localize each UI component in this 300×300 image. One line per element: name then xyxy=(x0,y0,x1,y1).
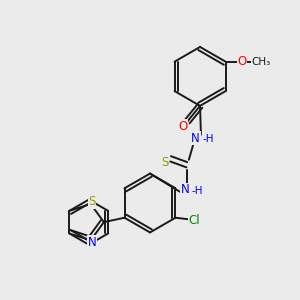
Text: O: O xyxy=(178,120,188,133)
Text: -H: -H xyxy=(202,134,214,144)
Text: O: O xyxy=(237,55,246,68)
Text: S: S xyxy=(88,195,96,208)
Text: S: S xyxy=(161,156,168,169)
Text: Cl: Cl xyxy=(189,214,200,227)
Text: CH₃: CH₃ xyxy=(252,57,271,67)
Text: N: N xyxy=(181,183,190,196)
Text: N: N xyxy=(191,132,200,145)
Text: N: N xyxy=(88,236,97,249)
Text: -H: -H xyxy=(192,186,203,196)
